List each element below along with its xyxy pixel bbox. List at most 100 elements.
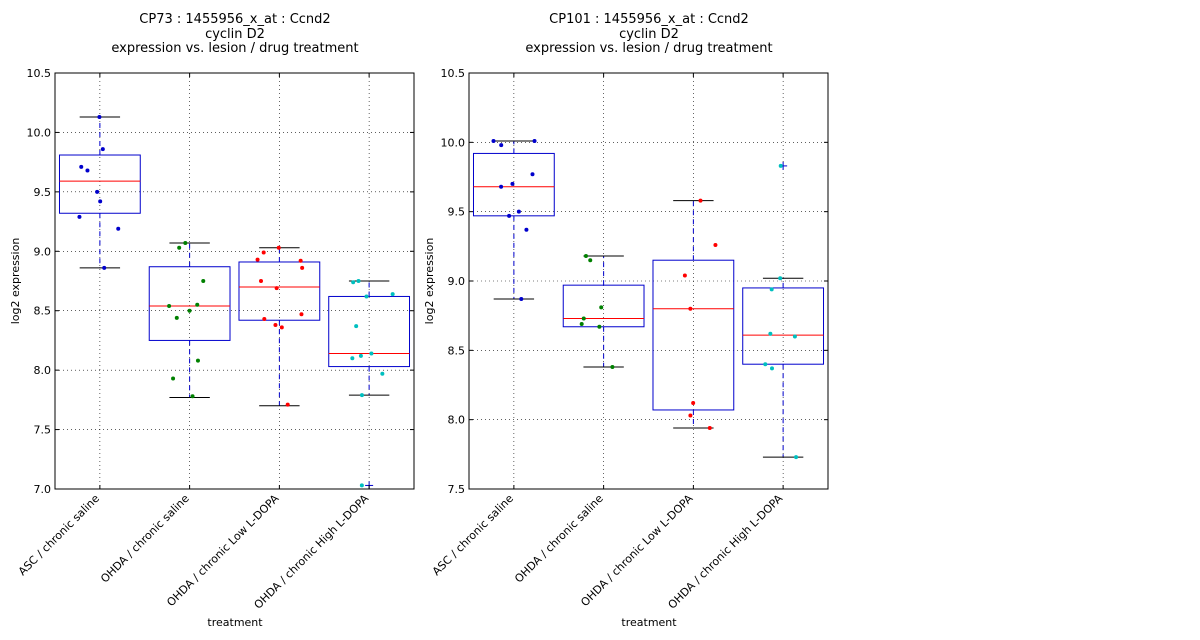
data-point xyxy=(195,358,200,363)
data-point xyxy=(688,413,693,418)
data-point xyxy=(351,280,356,285)
data-point xyxy=(285,402,290,407)
data-point xyxy=(79,164,84,169)
data-point xyxy=(792,334,797,339)
y-tick-label: 9.0 xyxy=(34,245,52,258)
data-point xyxy=(262,317,267,322)
data-point xyxy=(794,455,799,460)
y-tick-label: 10.0 xyxy=(441,136,466,149)
chart-title-line-2: cyclin D2 xyxy=(619,27,679,42)
data-point xyxy=(581,316,586,321)
y-tick-label: 8.5 xyxy=(34,305,52,318)
data-point xyxy=(116,226,121,231)
data-point xyxy=(261,250,266,255)
data-point xyxy=(763,362,768,367)
box-body xyxy=(328,295,411,368)
data-point xyxy=(698,198,703,203)
axis-ticks xyxy=(469,72,828,490)
box-plot xyxy=(238,247,321,407)
data-point xyxy=(524,227,529,232)
data-point xyxy=(597,324,602,329)
data-point xyxy=(583,254,588,259)
box-body xyxy=(58,154,141,214)
data-point xyxy=(356,279,361,283)
plot-frame xyxy=(54,72,415,490)
data-point xyxy=(350,356,355,361)
y-tick-labels: 7.0 7.5 8.0 8.5 9.0 9.5 10.0 10.5 xyxy=(27,67,52,496)
data-point xyxy=(167,303,172,308)
data-point xyxy=(768,331,773,336)
y-tick-label: 10.5 xyxy=(441,67,466,80)
box-plots xyxy=(58,116,411,490)
data-point xyxy=(532,138,537,143)
data-point xyxy=(588,258,593,263)
data-point xyxy=(579,321,584,326)
box-plot xyxy=(148,242,231,398)
box-body xyxy=(238,261,321,321)
data-point xyxy=(201,279,206,283)
data-point xyxy=(274,286,279,291)
y-tick-label: 8.5 xyxy=(448,344,466,357)
box-plot xyxy=(652,200,735,429)
x-axis-label: treatment xyxy=(621,616,677,629)
box-body xyxy=(472,152,555,217)
data-point xyxy=(195,302,200,307)
y-axis-label: log2 expression xyxy=(9,238,22,325)
data-point xyxy=(174,315,179,320)
chart-title-line-2: cyclin D2 xyxy=(205,27,265,42)
y-axis-label: log2 expression xyxy=(423,238,436,325)
chart-title-line-3: expression vs. lesion / drug treatment xyxy=(111,41,358,56)
data-point xyxy=(688,306,693,311)
data-point xyxy=(359,483,364,488)
plot-area xyxy=(54,72,415,490)
data-point xyxy=(519,297,524,302)
chart-title-line-3: expression vs. lesion / drug treatment xyxy=(525,41,772,56)
data-point xyxy=(390,292,395,297)
data-point xyxy=(778,163,783,168)
data-point xyxy=(364,294,369,299)
box-body xyxy=(562,284,645,328)
x-axis-label: treatment xyxy=(207,616,263,629)
data-point xyxy=(187,308,192,313)
box-body xyxy=(742,287,825,365)
y-tick-label: 7.5 xyxy=(34,424,52,437)
data-point xyxy=(100,147,105,152)
data-point xyxy=(85,168,90,173)
data-point xyxy=(279,325,284,330)
data-point xyxy=(300,265,305,270)
data-point xyxy=(177,245,182,250)
data-points xyxy=(491,138,799,460)
data-point xyxy=(507,213,512,218)
data-point xyxy=(516,209,521,214)
data-point xyxy=(190,394,195,399)
data-point xyxy=(183,240,188,245)
data-point xyxy=(358,353,363,358)
y-tick-label: 9.5 xyxy=(448,206,466,219)
data-point xyxy=(499,143,504,148)
box-plot xyxy=(472,140,555,300)
data-points xyxy=(77,114,395,488)
chart-title-line-1: CP73 : 1455956_x_at : Ccnd2 xyxy=(139,12,330,27)
box-body xyxy=(652,259,735,411)
box-plots xyxy=(472,140,825,458)
data-point xyxy=(769,287,774,292)
y-tick-label: 10.0 xyxy=(27,126,52,139)
data-point xyxy=(369,351,374,356)
y-tick-labels: 7.5 8.0 8.5 9.0 9.5 10.0 10.5 xyxy=(441,67,466,496)
data-point xyxy=(276,245,281,250)
y-tick-label: 8.0 xyxy=(34,364,52,377)
data-point xyxy=(599,305,604,310)
data-point xyxy=(530,172,535,177)
data-point xyxy=(102,265,107,270)
box-plot xyxy=(562,255,645,368)
data-point xyxy=(778,276,783,281)
box-body xyxy=(148,266,231,341)
chart-title-line-1: CP101 : 1455956_x_at : Ccnd2 xyxy=(549,12,749,27)
data-point xyxy=(707,425,712,430)
y-tick-label: 7.0 xyxy=(34,483,52,496)
data-point xyxy=(354,324,359,329)
data-point xyxy=(769,366,774,371)
data-point xyxy=(255,257,260,262)
data-point xyxy=(95,189,100,194)
